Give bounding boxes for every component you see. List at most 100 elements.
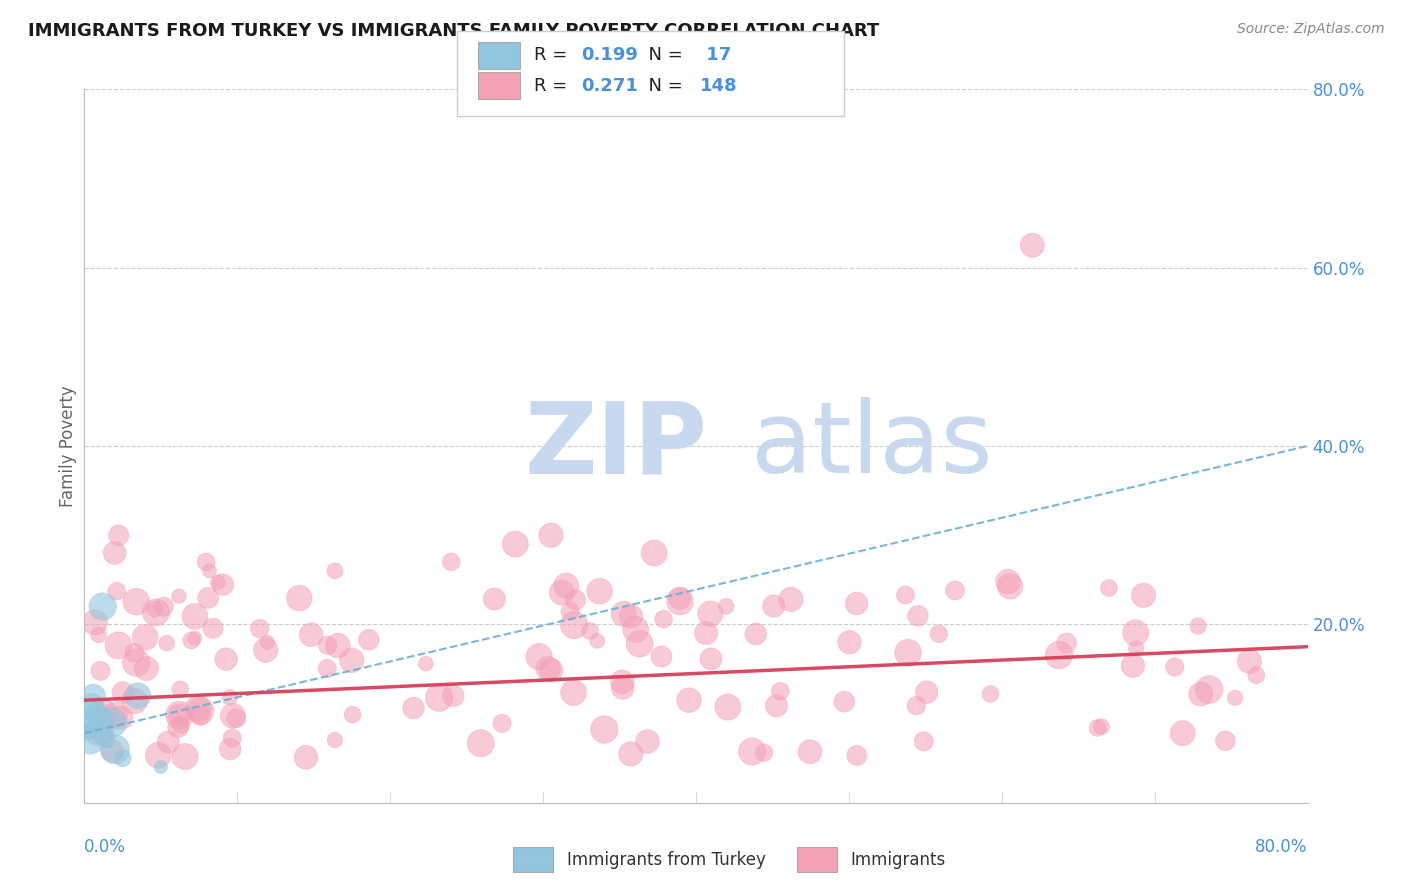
Point xyxy=(340,653,363,667)
Point xyxy=(124,694,146,708)
Point xyxy=(1239,654,1261,668)
Point xyxy=(668,591,690,606)
Point xyxy=(180,633,202,648)
Point xyxy=(167,720,190,734)
Point xyxy=(402,701,425,715)
Point xyxy=(75,724,97,739)
Point xyxy=(143,602,166,616)
Point xyxy=(588,584,610,599)
Point xyxy=(1246,668,1268,682)
Point xyxy=(149,760,172,774)
Point xyxy=(90,726,112,740)
Point xyxy=(564,593,586,607)
Point xyxy=(207,575,229,590)
Point xyxy=(628,637,651,651)
Point xyxy=(762,599,785,613)
Point xyxy=(86,706,108,721)
Point xyxy=(84,724,107,739)
Point xyxy=(316,638,339,652)
Point xyxy=(198,564,221,578)
Point xyxy=(612,681,634,695)
Point xyxy=(1098,581,1121,595)
Point xyxy=(1171,726,1194,740)
Point xyxy=(124,646,146,660)
Point xyxy=(221,731,243,745)
Point xyxy=(101,744,124,758)
Point xyxy=(593,723,616,737)
Point xyxy=(101,715,124,730)
Point xyxy=(484,592,506,607)
Point xyxy=(678,693,700,707)
Point xyxy=(184,632,207,646)
Point xyxy=(624,623,647,637)
Point xyxy=(799,745,821,759)
Point xyxy=(225,711,247,725)
Text: R =: R = xyxy=(534,77,574,95)
Point xyxy=(201,621,224,635)
Point xyxy=(1047,648,1070,662)
Point xyxy=(907,608,929,623)
Point xyxy=(157,735,180,749)
Point xyxy=(84,615,107,630)
Point xyxy=(156,636,179,650)
Point xyxy=(562,618,585,632)
Point xyxy=(714,599,737,614)
Point xyxy=(83,689,105,703)
Point xyxy=(1164,660,1187,674)
Point xyxy=(579,624,602,639)
Point xyxy=(170,718,193,732)
Point xyxy=(79,733,101,747)
Point xyxy=(505,537,527,551)
Point xyxy=(125,595,148,609)
Point xyxy=(765,698,787,713)
Point xyxy=(215,652,238,666)
Point xyxy=(613,607,636,621)
Point xyxy=(612,674,634,689)
Point xyxy=(174,749,197,764)
Point xyxy=(1223,690,1246,705)
Point xyxy=(540,663,562,677)
Point xyxy=(169,708,191,723)
Text: N =: N = xyxy=(637,77,683,95)
Point xyxy=(1189,687,1212,701)
Point xyxy=(152,599,174,614)
Point xyxy=(222,708,245,723)
Text: 0.271: 0.271 xyxy=(581,77,637,95)
Text: 17: 17 xyxy=(700,46,731,64)
Point xyxy=(928,627,950,641)
Point xyxy=(699,607,721,621)
Point xyxy=(104,708,127,723)
Point xyxy=(1090,720,1112,734)
Point xyxy=(169,682,191,697)
Point xyxy=(527,649,550,664)
Point xyxy=(1087,721,1109,735)
Point xyxy=(845,597,868,611)
Point xyxy=(838,635,860,649)
Point xyxy=(107,528,129,542)
Point xyxy=(295,750,318,764)
Point xyxy=(1125,641,1147,656)
Text: R =: R = xyxy=(534,46,574,64)
Point xyxy=(555,579,578,593)
Point xyxy=(197,591,219,605)
Point xyxy=(218,690,240,705)
Y-axis label: Family Poverty: Family Poverty xyxy=(59,385,77,507)
Point xyxy=(470,736,492,750)
Point xyxy=(636,734,658,748)
Text: ZIP: ZIP xyxy=(524,398,707,494)
Point xyxy=(695,626,717,640)
Text: 0.0%: 0.0% xyxy=(84,838,127,856)
Text: 80.0%: 80.0% xyxy=(1256,838,1308,856)
Point xyxy=(905,698,928,713)
Point xyxy=(643,546,665,560)
Point xyxy=(745,627,768,641)
Point xyxy=(769,684,792,698)
Point xyxy=(134,630,156,644)
Point xyxy=(752,746,775,760)
Point xyxy=(323,564,346,578)
Point xyxy=(1198,682,1220,697)
Point xyxy=(187,701,209,715)
Point xyxy=(288,591,311,606)
Point xyxy=(167,589,190,603)
Point xyxy=(125,656,148,670)
